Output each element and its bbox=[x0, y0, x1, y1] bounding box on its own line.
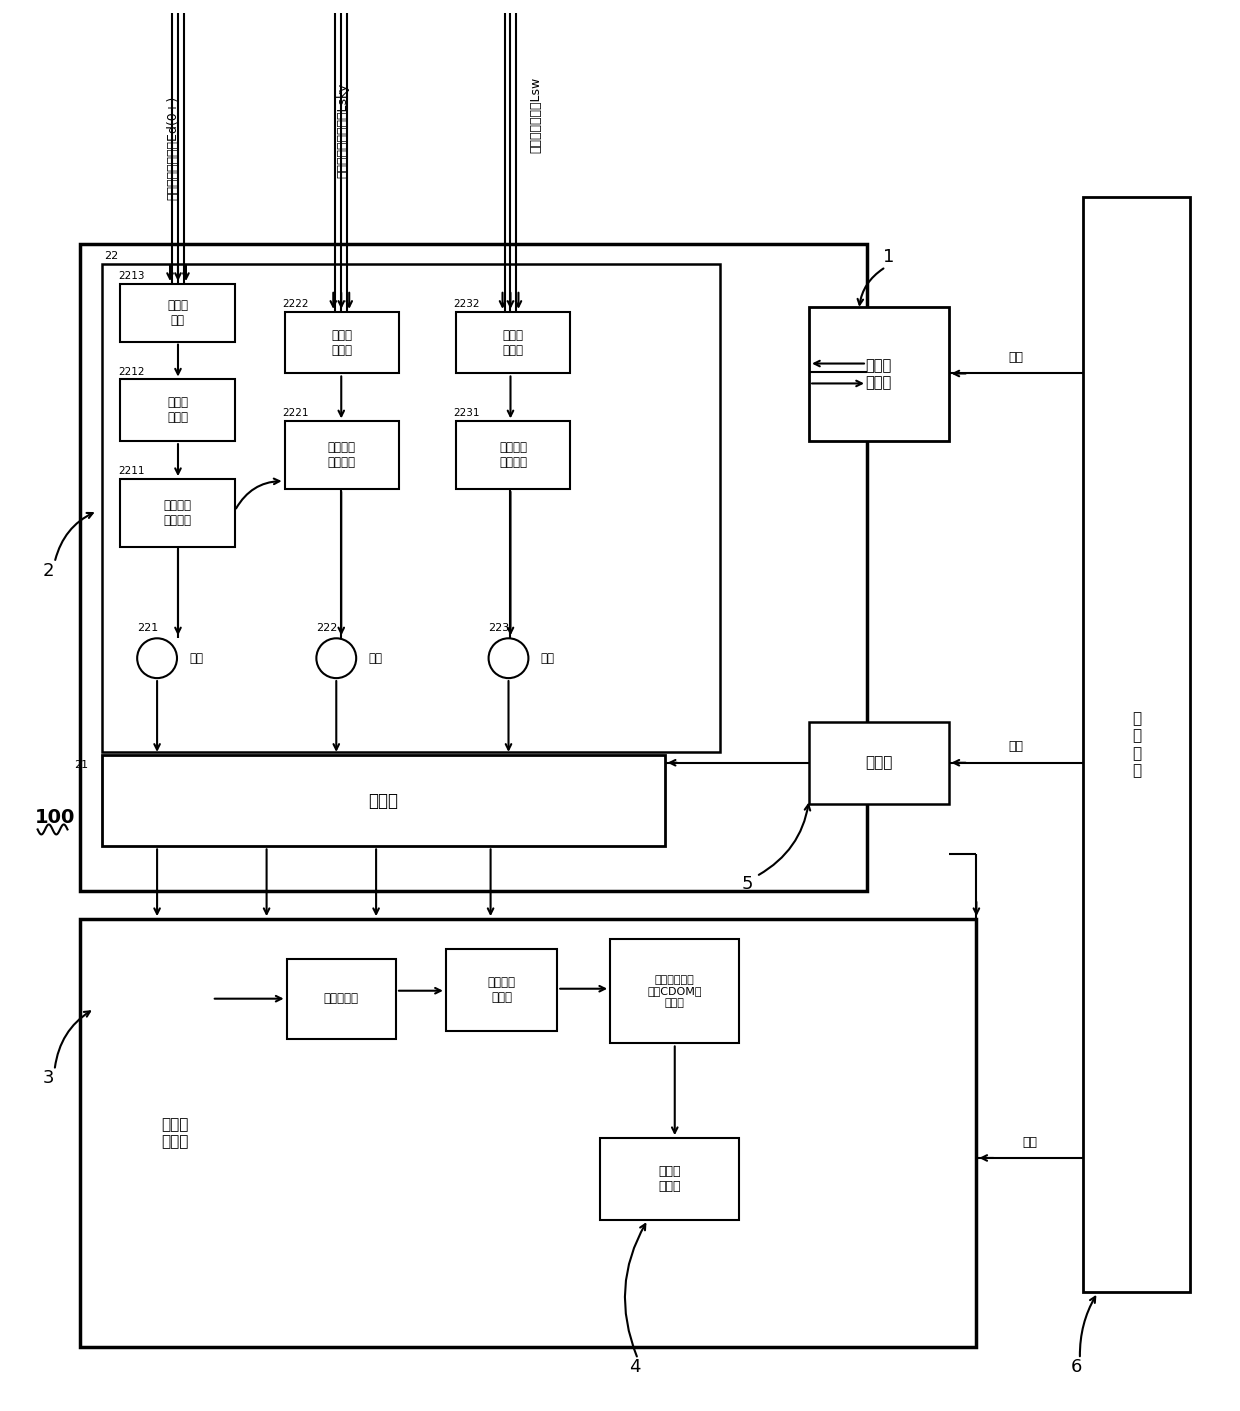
Text: 方位调
节模块: 方位调 节模块 bbox=[866, 358, 892, 391]
Bar bbox=[284, 312, 399, 374]
Text: 供
电
系
统: 供 电 系 统 bbox=[1132, 711, 1141, 779]
Text: 2213: 2213 bbox=[118, 271, 145, 281]
Circle shape bbox=[316, 638, 356, 679]
Text: 1: 1 bbox=[883, 248, 894, 267]
Text: 数据预处理: 数据预处理 bbox=[324, 992, 358, 1005]
Bar bbox=[103, 755, 665, 847]
Text: 2232: 2232 bbox=[454, 299, 480, 309]
Bar bbox=[103, 264, 719, 752]
Text: 6: 6 bbox=[1070, 1357, 1081, 1376]
Text: 天空漫反射辐射亮度Lsky: 天空漫反射辐射亮度Lsky bbox=[337, 83, 350, 178]
Text: 2221: 2221 bbox=[283, 408, 309, 418]
Bar bbox=[446, 950, 557, 1030]
Text: 第三光
学天线: 第三光 学天线 bbox=[502, 329, 523, 357]
Text: 电能: 电能 bbox=[1022, 1136, 1037, 1149]
Text: 2231: 2231 bbox=[454, 408, 480, 418]
Bar bbox=[286, 959, 396, 1038]
Bar bbox=[81, 919, 976, 1348]
Text: 223: 223 bbox=[489, 624, 510, 634]
Bar bbox=[120, 478, 234, 546]
Bar bbox=[120, 284, 234, 341]
Bar bbox=[810, 306, 949, 442]
Text: 存储显
示模块: 存储显 示模块 bbox=[658, 1165, 681, 1192]
Text: 第二光
学天线: 第二光 学天线 bbox=[331, 329, 352, 357]
Bar bbox=[600, 1139, 739, 1219]
Bar bbox=[120, 380, 234, 442]
Text: 100: 100 bbox=[35, 809, 74, 827]
Text: 水面入射总辐照度Ed(0+): 水面入射总辐照度Ed(0+) bbox=[166, 96, 180, 199]
Text: 222: 222 bbox=[316, 624, 337, 634]
Text: 21: 21 bbox=[74, 759, 88, 770]
Text: 第二光学
耦合系统: 第二光学 耦合系统 bbox=[327, 442, 356, 468]
Text: 2: 2 bbox=[43, 562, 55, 580]
Text: 光纤: 光纤 bbox=[541, 652, 554, 665]
Text: 2211: 2211 bbox=[118, 466, 145, 476]
Text: 光谱仪: 光谱仪 bbox=[368, 792, 398, 810]
Bar bbox=[81, 244, 867, 892]
Bar bbox=[1083, 198, 1190, 1292]
Text: 余弦校
正器: 余弦校 正器 bbox=[167, 299, 188, 327]
Bar bbox=[456, 422, 570, 490]
Text: 5: 5 bbox=[742, 875, 753, 893]
Text: 3: 3 bbox=[43, 1070, 55, 1088]
Bar bbox=[610, 938, 739, 1044]
Bar bbox=[284, 422, 399, 490]
Text: 第一光学
耦合系统: 第一光学 耦合系统 bbox=[164, 499, 191, 526]
Bar bbox=[456, 312, 570, 374]
Circle shape bbox=[489, 638, 528, 679]
Text: 摄像机: 摄像机 bbox=[866, 755, 893, 770]
Text: 数据处
理系统: 数据处 理系统 bbox=[161, 1118, 188, 1150]
Text: 第一光
学天线: 第一光 学天线 bbox=[167, 396, 188, 425]
Text: 叶绿素、悬浮
物、CDOM浓
度反演: 叶绿素、悬浮 物、CDOM浓 度反演 bbox=[647, 975, 702, 1007]
Text: 2212: 2212 bbox=[118, 367, 145, 377]
Text: 221: 221 bbox=[138, 624, 159, 634]
Text: 4: 4 bbox=[629, 1357, 641, 1376]
Text: 光纤: 光纤 bbox=[368, 652, 382, 665]
Circle shape bbox=[138, 638, 177, 679]
Text: 电能: 电能 bbox=[1008, 351, 1023, 364]
Text: 第三光学
耦合系统: 第三光学 耦合系统 bbox=[498, 442, 527, 468]
Text: 光纤: 光纤 bbox=[188, 652, 203, 665]
Text: 水体反射
率反演: 水体反射 率反演 bbox=[487, 976, 516, 1003]
Bar bbox=[810, 722, 949, 803]
Text: 22: 22 bbox=[104, 251, 119, 261]
Text: 电能: 电能 bbox=[1008, 741, 1023, 753]
Text: 水面总输辐亮度Lsw: 水面总输辐亮度Lsw bbox=[529, 76, 542, 152]
Text: 2222: 2222 bbox=[283, 299, 309, 309]
